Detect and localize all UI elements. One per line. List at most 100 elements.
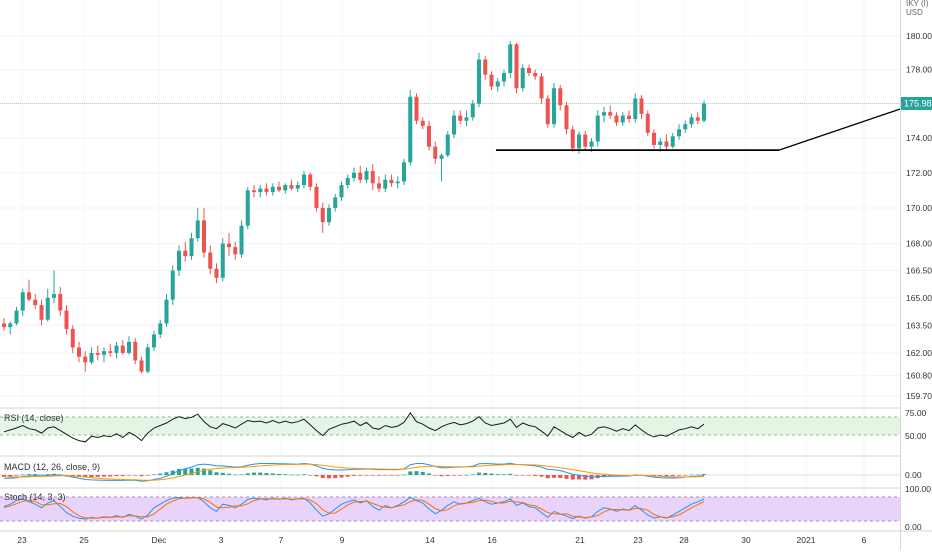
time-axis[interactable]: 23 25 Dec 3 7 9 14 16 21 23 28 30 2021 6: [17, 535, 866, 545]
macd-level-0: 0.00: [905, 470, 922, 480]
macd-hist-bar: [483, 472, 488, 475]
candle-body: [439, 155, 444, 159]
time-tick-label: 14: [425, 535, 435, 545]
macd-hist-bar: [77, 475, 81, 477]
macd-hist-bar: [402, 474, 406, 476]
candle-body: [58, 294, 63, 311]
candle-body: [189, 238, 194, 257]
candle-body: [514, 44, 519, 89]
macd-hist-bar: [395, 475, 400, 476]
candle-body: [402, 162, 406, 182]
macd-hist-bar: [308, 474, 313, 476]
candle-body: [370, 171, 375, 184]
macd-hist-bar: [202, 468, 206, 475]
candle-body: [502, 72, 506, 82]
descending-trendline[interactable]: [778, 44, 932, 151]
current-price-badge: [901, 97, 932, 110]
candle-body: [433, 146, 438, 159]
candle-body: [583, 134, 588, 147]
time-tick-label: 30: [741, 535, 751, 545]
price-tick-label: 178.00: [906, 65, 932, 75]
macd-hist-bar: [245, 473, 250, 475]
macd-hist-bar: [289, 474, 294, 476]
candle-body: [452, 115, 456, 135]
macd-hist-bar: [258, 472, 263, 475]
candle-body: [639, 98, 644, 114]
candle-body: [545, 98, 550, 125]
price-tick-label: 162.00: [906, 348, 932, 358]
macd-hist-bar: [439, 475, 444, 477]
candle-body: [45, 297, 50, 320]
candle-body: [20, 292, 25, 311]
candle-body: [227, 243, 231, 248]
rsi-pane[interactable]: RSI (14, close): [0, 412, 900, 443]
rsi-level-75: 75.00: [905, 408, 927, 418]
rsi-label: RSI (14, close): [4, 413, 64, 423]
macd-hist-bar: [670, 475, 675, 477]
macd-hist-bar: [464, 475, 469, 476]
candle-body: [589, 141, 594, 147]
rsi-line: [3, 412, 705, 443]
time-tick-label: 9: [340, 535, 345, 545]
price-axis[interactable]: IKY (I) USD 180.00178.00176.00174.00172.…: [901, 0, 932, 401]
candle-body: [477, 59, 481, 104]
rsi-band: [0, 417, 900, 435]
macd-hist-bar: [458, 475, 463, 476]
macd-hist-bar: [145, 475, 150, 476]
price-tick-label: 166.50: [906, 266, 932, 276]
time-tick-label: 21: [575, 535, 585, 545]
rsi-level-50: 50.00: [905, 431, 927, 441]
macd-label: MACD (12, 26, close, 9): [4, 462, 100, 472]
candle-body: [77, 347, 81, 357]
macd-hist-bar: [495, 474, 500, 475]
candle-body: [258, 188, 263, 193]
macd-hist-bar: [583, 475, 588, 480]
macd-hist-bar: [95, 475, 100, 477]
candle-body: [70, 328, 75, 348]
macd-hist-bar: [127, 475, 131, 476]
macd-hist-bar: [164, 472, 169, 475]
candle-body: [595, 115, 600, 142]
candles-series: [2, 41, 706, 374]
macd-hist-bar: [14, 475, 19, 476]
macd-hist-bar: [8, 475, 13, 477]
candle-body: [252, 190, 256, 193]
macd-hist-bar: [158, 473, 163, 475]
macd-hist-bar: [270, 473, 275, 475]
candle-body: [608, 112, 613, 116]
macd-line: [4, 462, 705, 482]
time-tick-label: 2021: [797, 535, 816, 545]
indicator-scales: 75.00 50.00 0.00 100.00 0.00: [905, 408, 931, 532]
candle-body: [489, 74, 494, 87]
candle-body: [558, 88, 563, 106]
candle-body: [345, 178, 350, 186]
candle-body: [302, 174, 306, 186]
macd-hist-bar: [108, 475, 113, 477]
candle-body: [670, 136, 675, 147]
price-tick-label: 165.00: [906, 293, 932, 303]
macd-hist-bar: [252, 472, 256, 475]
macd-hist-bar: [327, 475, 331, 479]
stoch-level-100: 100.00: [905, 484, 931, 494]
stoch-pane[interactable]: Stoch (14, 3, 3): [0, 492, 900, 522]
candle-body: [245, 190, 250, 226]
price-tick-label: 160.80: [906, 370, 932, 380]
macd-pane[interactable]: MACD (12, 26, close, 9): [0, 462, 900, 482]
macd-hist-bar: [377, 475, 381, 476]
stoch-band: [0, 497, 900, 521]
candle-body: [495, 81, 500, 87]
macd-hist-bar: [408, 471, 413, 475]
price-tick-label: 163.50: [906, 320, 932, 330]
candle-body: [133, 341, 138, 361]
macd-hist-bar: [227, 473, 231, 475]
candle-body: [333, 197, 338, 208]
macd-hist-bar: [320, 475, 325, 478]
candle-body: [158, 323, 163, 335]
time-tick-label: 6: [862, 535, 867, 545]
macd-hist-bar: [339, 475, 344, 478]
candle-body: [508, 44, 513, 73]
candle-body: [102, 351, 106, 355]
macd-hist-bar: [520, 475, 525, 476]
